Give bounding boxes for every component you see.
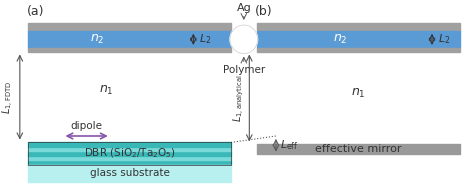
- Text: $n_2$: $n_2$: [90, 33, 104, 46]
- Bar: [28, 147, 231, 151]
- Text: glass substrate: glass substrate: [90, 168, 170, 178]
- Bar: [28, 31, 231, 48]
- Bar: [256, 48, 459, 52]
- Bar: [28, 142, 231, 147]
- Bar: [28, 23, 231, 31]
- Text: effective mirror: effective mirror: [315, 144, 401, 154]
- Ellipse shape: [230, 25, 257, 54]
- Text: $L_{\mathrm{eff}}$: $L_{\mathrm{eff}}$: [280, 138, 298, 152]
- Text: (b): (b): [255, 5, 273, 18]
- Text: $n_1$: $n_1$: [99, 84, 113, 97]
- Text: $n_1$: $n_1$: [351, 87, 366, 100]
- Bar: [28, 142, 231, 165]
- Text: Polymer: Polymer: [223, 65, 265, 75]
- Bar: [256, 144, 459, 154]
- Text: $n_2$: $n_2$: [333, 33, 347, 46]
- Text: Ag: Ag: [237, 3, 251, 13]
- Text: (a): (a): [27, 5, 45, 18]
- Bar: [28, 156, 231, 160]
- Text: $L_{1,\mathrm{analytical}}$: $L_{1,\mathrm{analytical}}$: [231, 74, 246, 122]
- Bar: [28, 48, 231, 52]
- Text: $L_2$: $L_2$: [199, 32, 211, 46]
- Bar: [28, 151, 231, 156]
- Text: dipole: dipole: [71, 121, 102, 131]
- Bar: [256, 31, 459, 48]
- Bar: [256, 23, 459, 31]
- Text: $L_{1,\mathrm{FDTD}}$: $L_{1,\mathrm{FDTD}}$: [1, 80, 16, 114]
- Text: $L_2$: $L_2$: [438, 32, 450, 46]
- Text: DBR (SiO$_2$/Ta$_2$O$_5$): DBR (SiO$_2$/Ta$_2$O$_5$): [83, 147, 175, 160]
- Bar: [28, 165, 231, 182]
- Bar: [28, 160, 231, 165]
